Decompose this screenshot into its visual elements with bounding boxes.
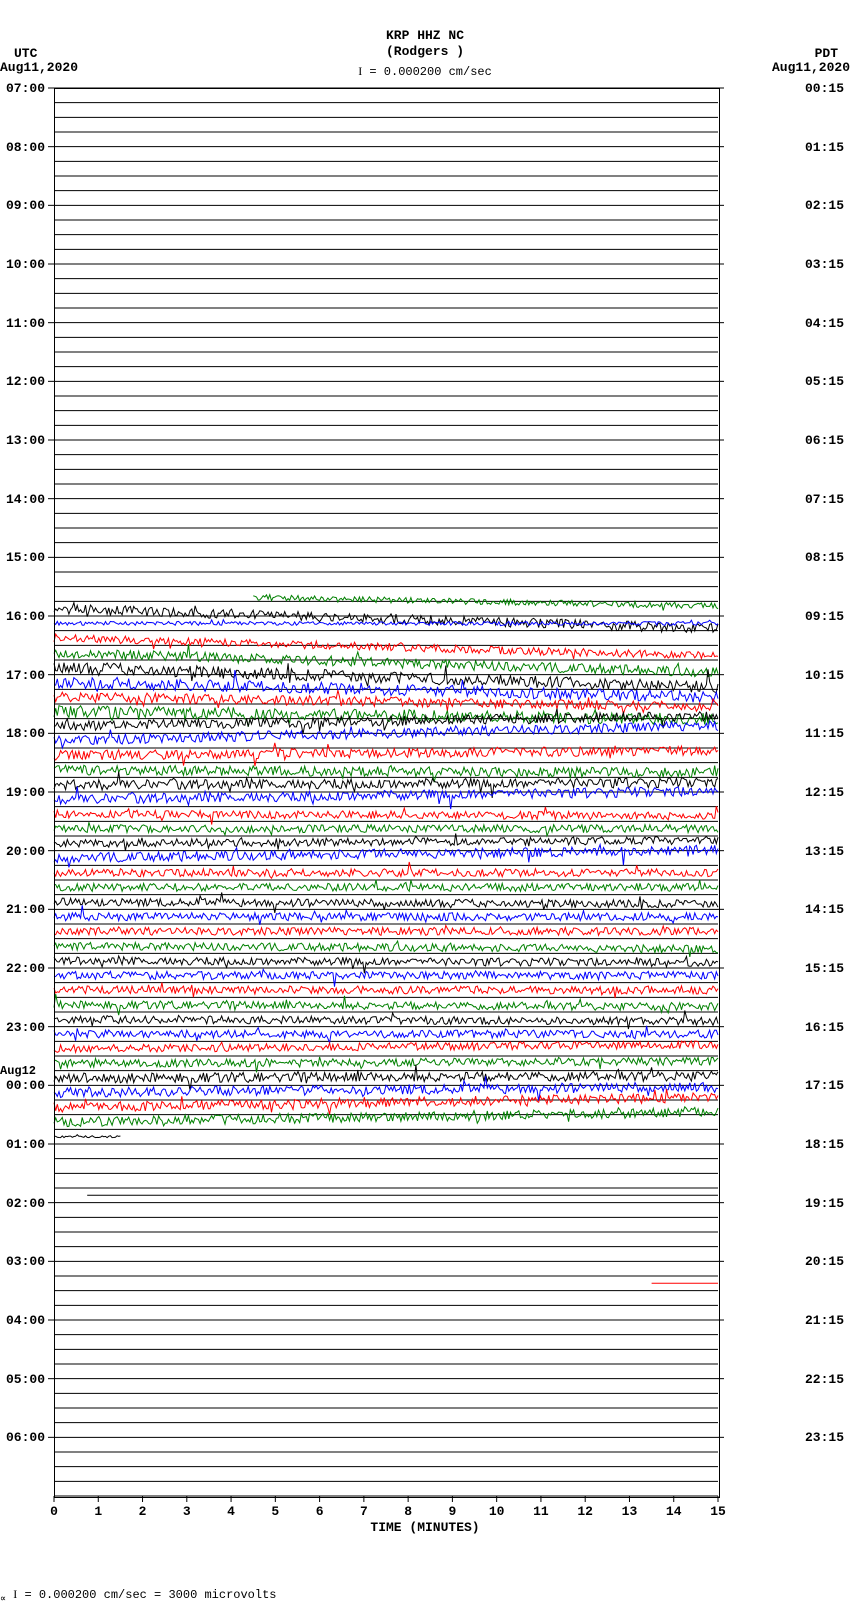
station-title: KRP HHZ NC (0, 28, 850, 43)
pdt-hour-label: 20:15 (805, 1254, 844, 1269)
station-location: (Rodgers ) (0, 44, 850, 59)
x-tick-label: 9 (448, 1504, 456, 1519)
utc-hour-label: 12:00 (6, 374, 45, 389)
utc-hour-label: 01:00 (6, 1137, 45, 1152)
utc-hour-label: 09:00 (6, 198, 45, 213)
utc-hour-label: 18:00 (6, 726, 45, 741)
x-tick-label: 6 (316, 1504, 324, 1519)
tz-right: PDT (815, 46, 838, 61)
pdt-hour-label: 21:15 (805, 1313, 844, 1328)
x-tick-label: 12 (577, 1504, 593, 1519)
pdt-hour-label: 15:15 (805, 961, 844, 976)
utc-hour-label: 02:00 (6, 1196, 45, 1211)
pdt-hour-label: 16:15 (805, 1020, 844, 1035)
utc-hour-label: 17:00 (6, 668, 45, 683)
utc-hour-label: 05:00 (6, 1372, 45, 1387)
x-tick-label: 0 (50, 1504, 58, 1519)
pdt-hour-label: 05:15 (805, 374, 844, 389)
pdt-hour-label: 19:15 (805, 1196, 844, 1211)
pdt-hour-label: 06:15 (805, 433, 844, 448)
seismogram-container: KRP HHZ NC (Rodgers ) I = 0.000200 cm/se… (0, 0, 850, 1613)
utc-hour-label: 15:00 (6, 550, 45, 565)
utc-hour-label: 10:00 (6, 257, 45, 272)
pdt-hour-label: 02:15 (805, 198, 844, 213)
utc-hour-label: 16:00 (6, 609, 45, 624)
pdt-hour-label: 11:15 (805, 726, 844, 741)
x-tick-label: 5 (271, 1504, 279, 1519)
pdt-hour-label: 01:15 (805, 140, 844, 155)
x-tick-label: 10 (489, 1504, 505, 1519)
utc-hour-label: 21:00 (6, 902, 45, 917)
utc-hour-label: 23:00 (6, 1020, 45, 1035)
pdt-hour-label: 10:15 (805, 668, 844, 683)
pdt-hour-label: 00:15 (805, 81, 844, 96)
pdt-hour-label: 03:15 (805, 257, 844, 272)
next-day-label: Aug12 (0, 1064, 36, 1078)
plot-border (54, 88, 720, 1498)
x-tick-label: 7 (360, 1504, 368, 1519)
pdt-hour-label: 14:15 (805, 902, 844, 917)
utc-hour-label: 04:00 (6, 1313, 45, 1328)
pdt-hour-label: 08:15 (805, 550, 844, 565)
pdt-hour-label: 18:15 (805, 1137, 844, 1152)
x-tick-label: 8 (404, 1504, 412, 1519)
tz-left: UTC (14, 46, 37, 61)
pdt-hour-label: 09:15 (805, 609, 844, 624)
utc-hour-label: 07:00 (6, 81, 45, 96)
utc-hour-label: 22:00 (6, 961, 45, 976)
x-tick-label: 2 (139, 1504, 147, 1519)
utc-hour-label: 08:00 (6, 140, 45, 155)
scale-label: I = 0.000200 cm/sec (358, 64, 492, 79)
pdt-hour-label: 22:15 (805, 1372, 844, 1387)
utc-hour-label: 00:00 (6, 1078, 45, 1093)
x-tick-label: 3 (183, 1504, 191, 1519)
utc-hour-label: 11:00 (6, 316, 45, 331)
pdt-hour-label: 07:15 (805, 492, 844, 507)
x-tick-label: 15 (710, 1504, 726, 1519)
x-tick-label: 4 (227, 1504, 235, 1519)
utc-hour-label: 03:00 (6, 1254, 45, 1269)
pdt-hour-label: 23:15 (805, 1430, 844, 1445)
x-axis-title: TIME (MINUTES) (370, 1520, 479, 1535)
utc-hour-label: 20:00 (6, 844, 45, 859)
x-tick-label: 11 (533, 1504, 549, 1519)
footnote: ∝ I = 0.000200 cm/sec = 3000 microvolts (0, 1587, 276, 1605)
pdt-hour-label: 04:15 (805, 316, 844, 331)
pdt-hour-label: 13:15 (805, 844, 844, 859)
date-right: Aug11,2020 (772, 60, 850, 75)
x-tick-label: 14 (666, 1504, 682, 1519)
x-tick-label: 13 (622, 1504, 638, 1519)
utc-hour-label: 14:00 (6, 492, 45, 507)
utc-hour-label: 06:00 (6, 1430, 45, 1445)
x-tick-label: 1 (94, 1504, 102, 1519)
pdt-hour-label: 17:15 (805, 1078, 844, 1093)
utc-hour-label: 13:00 (6, 433, 45, 448)
pdt-hour-label: 12:15 (805, 785, 844, 800)
date-left: Aug11,2020 (0, 60, 78, 75)
utc-hour-label: 19:00 (6, 785, 45, 800)
